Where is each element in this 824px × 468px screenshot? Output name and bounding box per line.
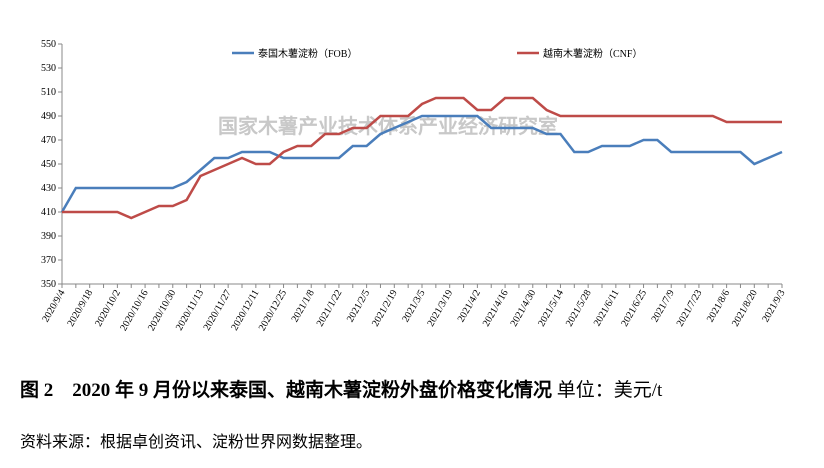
legend-label: 越南木薯淀粉（CNF）	[543, 47, 642, 60]
y-tick-label: 350	[41, 279, 56, 290]
x-tick-label: 2021/5/28	[564, 288, 594, 329]
x-tick-label: 2021/5/14	[536, 288, 566, 329]
x-tick-label: 2020/10/2	[93, 288, 123, 329]
y-tick-label: 530	[41, 63, 56, 74]
series-line	[60, 114, 783, 213]
x-tick-label: 2021/3/5	[400, 288, 427, 324]
x-tick-label: 2021/4/30	[509, 288, 539, 329]
y-tick-label: 490	[41, 111, 56, 122]
y-tick-label: 550	[41, 39, 56, 50]
x-tick-label: 2021/3/19	[425, 288, 455, 329]
x-tick-label: 2021/2/19	[370, 288, 400, 329]
caption-title: 图 2 2020 年 9 月份以来泰国、越南木薯淀粉外盘价格变化情况	[20, 380, 553, 401]
x-tick-label: 2021/4/16	[481, 288, 511, 329]
caption-unit: 单位：美元/t	[556, 380, 663, 401]
x-tick-label: 2020/9/18	[65, 288, 95, 329]
x-tick-label: 2021/8/20	[730, 288, 760, 329]
y-tick-label: 470	[41, 135, 56, 146]
x-tick-label: 2021/6/25	[619, 288, 649, 329]
y-tick-label: 390	[41, 231, 56, 242]
x-tick-label: 2020/12/25	[257, 288, 289, 333]
y-tick-label: 410	[41, 207, 56, 218]
x-tick-label: 2021/1/8	[290, 288, 317, 324]
x-tick-label: 2021/2/5	[345, 288, 372, 324]
watermark: 国家木薯产业技术体系产业经济研究室	[218, 114, 558, 138]
y-tick-label: 450	[41, 159, 56, 170]
x-tick-label: 2021/9/3	[760, 288, 787, 324]
y-tick-label: 370	[41, 255, 56, 266]
chart: 国家木薯产业技术体系产业经济研究室 350 370 390 410 430 450 470 49…	[40, 39, 787, 333]
series-line	[62, 96, 782, 220]
x-tick-label: 2021/7/23	[675, 288, 705, 329]
x-tick-label: 2021/7/9	[650, 288, 677, 324]
y-tick-label: 430	[41, 183, 56, 194]
source: 资料来源：根据卓创资讯、淀粉世界网数据整理。	[20, 434, 373, 451]
x-tick-label: 2021/1/22	[315, 288, 345, 329]
legend-label: 泰国木薯淀粉（FOB）	[258, 47, 357, 60]
x-tick-label: 2021/4/2	[456, 288, 483, 324]
y-tick-label: 510	[41, 87, 56, 98]
x-tick-label: 2021/8/6	[705, 288, 732, 324]
caption: 图 2 2020 年 9 月份以来泰国、越南木薯淀粉外盘价格变化情况 单位：美元…	[20, 375, 662, 402]
x-tick-label: 2020/9/4	[40, 288, 67, 324]
x-tick-label: 2021/6/11	[592, 288, 622, 328]
